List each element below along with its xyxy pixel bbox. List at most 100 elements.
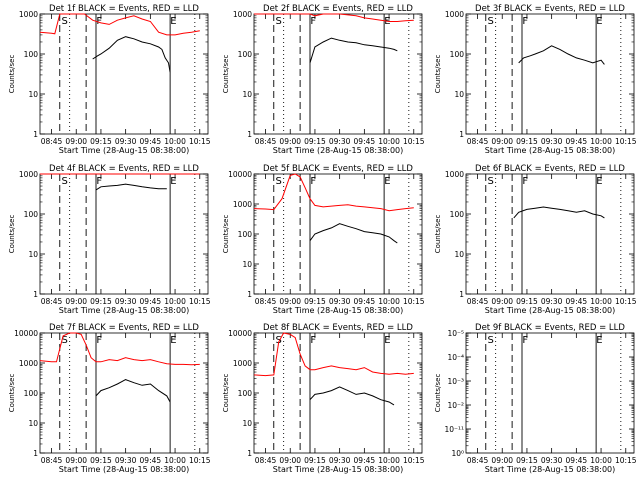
x-tick-label: 09:30 <box>329 137 351 146</box>
x-tick-label: 09:15 <box>304 297 326 306</box>
y-tick-label: 100 <box>238 389 253 398</box>
plot-frame <box>465 173 635 295</box>
y-tick-label: 10 <box>454 90 464 99</box>
y-axis-label: Counts/sec <box>434 374 442 413</box>
y-tick-label: 1 <box>33 449 38 458</box>
x-tick-label: 09:15 <box>90 297 112 306</box>
panel-title: Det 5f BLACK = Events, RED = LLD <box>263 164 413 174</box>
events-series-line <box>309 386 395 406</box>
y-tick-label: 1000 <box>445 10 464 19</box>
x-tick-label: 09:30 <box>541 297 563 306</box>
plot-frame <box>39 173 209 295</box>
y-axis-label: Counts/sec <box>434 55 442 94</box>
y-tick-label: 10 <box>454 250 464 259</box>
x-tick-label: 10:15 <box>189 137 211 146</box>
y-axis-label: Counts/sec <box>222 55 230 94</box>
x-tick-label: 08:45 <box>255 456 277 465</box>
y-tick-label: 10 <box>28 419 38 428</box>
x-tick-label: 09:30 <box>115 297 137 306</box>
x-tick-label: 09:30 <box>329 456 351 465</box>
x-tick-label: 08:45 <box>467 297 489 306</box>
x-tick-label: 09:15 <box>90 456 112 465</box>
x-tick-label: 09:45 <box>354 456 376 465</box>
y-tick-label: 10 <box>242 419 252 428</box>
phase-label: S <box>62 335 68 346</box>
x-tick-label: 08:45 <box>41 456 63 465</box>
x-tick-label: 09:00 <box>491 137 513 146</box>
x-tick-label: 09:45 <box>140 456 162 465</box>
y-tick-label: 1 <box>33 290 38 299</box>
x-tick-label: 09:00 <box>279 297 301 306</box>
y-tick-label: 10000 <box>14 329 38 338</box>
phase-label: E <box>384 335 390 346</box>
phase-label: S <box>276 176 282 187</box>
x-tick-label: 09:00 <box>491 456 513 465</box>
x-tick-label: 09:45 <box>354 137 376 146</box>
x-tick-label: 10:00 <box>164 297 186 306</box>
phase-label: S <box>488 16 494 27</box>
x-tick-label: 10:15 <box>615 137 637 146</box>
x-tick-label: 09:15 <box>304 456 326 465</box>
y-tick-label: 1000 <box>233 200 252 209</box>
phase-label: F <box>522 335 528 346</box>
y-tick-label: 10 <box>242 260 252 269</box>
phase-label: F <box>310 16 316 27</box>
events-series-line <box>513 206 605 219</box>
x-tick-label: 09:30 <box>329 297 351 306</box>
x-axis-label: Start Time (28-Aug-15 08:38:00) <box>485 465 616 474</box>
phase-label: F <box>522 176 528 187</box>
x-tick-label: 09:30 <box>115 137 137 146</box>
panel-title: Det 8f BLACK = Events, RED = LLD <box>263 323 413 333</box>
x-tick-label: 09:00 <box>279 456 301 465</box>
phase-label: E <box>384 176 390 187</box>
x-tick-label: 09:00 <box>65 137 87 146</box>
x-tick-label: 09:45 <box>140 297 162 306</box>
panel-1: Det 1f BLACK = Events, RED = LLD 1 10 100 10… <box>8 4 211 155</box>
events-series-line <box>309 37 398 64</box>
x-tick-label: 10:00 <box>590 137 612 146</box>
x-axis-label: Start Time (28-Aug-15 08:38:00) <box>273 306 404 315</box>
y-tick-label: 1 <box>459 290 464 299</box>
events-series-line <box>95 183 167 191</box>
x-axis-label: Start Time (28-Aug-15 08:38:00) <box>485 146 616 155</box>
x-tick-label: 10:00 <box>590 456 612 465</box>
lld-series-line <box>253 173 414 212</box>
y-tick-label: 1000 <box>233 10 252 19</box>
panel-6: Det 6f BLACK = Events, RED = LLD 1 10 100 10… <box>434 164 637 315</box>
x-tick-label: 10:15 <box>615 297 637 306</box>
y-tick-label: 10⁻⁴ <box>447 353 464 362</box>
x-tick-label: 08:45 <box>41 137 63 146</box>
phase-label: E <box>170 176 176 187</box>
y-axis-label: Counts/sec <box>8 215 16 254</box>
panel-title: Det 2f BLACK = Events, RED = LLD <box>263 4 413 14</box>
x-tick-label: 10:00 <box>378 137 400 146</box>
x-tick-label: 10:00 <box>378 297 400 306</box>
y-tick-label: 100 <box>238 230 253 239</box>
phase-label: F <box>310 335 316 346</box>
y-tick-label: 1 <box>459 130 464 139</box>
plot-frame <box>465 332 635 454</box>
x-tick-label: 10:15 <box>189 456 211 465</box>
phase-label: S <box>488 176 494 187</box>
x-axis-label: Start Time (28-Aug-15 08:38:00) <box>273 465 404 474</box>
x-axis-label: Start Time (28-Aug-15 08:38:00) <box>59 465 190 474</box>
y-axis-label: Counts/sec <box>434 215 442 254</box>
x-tick-label: 09:30 <box>115 456 137 465</box>
x-tick-label: 08:45 <box>255 137 277 146</box>
panel-4: Det 4f BLACK = Events, RED = LLD 1 10 100 10… <box>8 164 211 315</box>
x-tick-label: 09:15 <box>90 137 112 146</box>
panel-title: Det 1f BLACK = Events, RED = LLD <box>49 4 199 14</box>
x-tick-label: 10:15 <box>189 297 211 306</box>
phase-label: F <box>310 176 316 187</box>
x-tick-label: 09:00 <box>491 297 513 306</box>
phase-label: F <box>96 335 102 346</box>
events-series-line <box>95 379 171 403</box>
y-tick-label: 10⁻³ <box>447 377 464 386</box>
x-axis-label: Start Time (28-Aug-15 08:38:00) <box>59 146 190 155</box>
plot-frame <box>253 173 423 295</box>
x-tick-label: 09:45 <box>566 456 588 465</box>
phase-label: S <box>276 335 282 346</box>
x-tick-label: 09:15 <box>304 137 326 146</box>
panel-2: Det 2f BLACK = Events, RED = LLD 1 10 100 10… <box>222 4 425 155</box>
